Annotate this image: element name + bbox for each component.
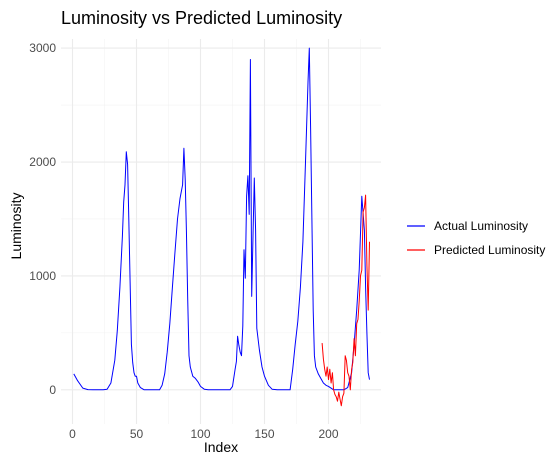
series-line-actual	[73, 47, 370, 391]
y-axis-ticks: 0 1000 2000 3000	[29, 41, 56, 397]
y-tick-label: 0	[49, 383, 56, 397]
legend: Actual Luminosity Predicted Luminosity	[407, 219, 545, 257]
series-lines	[73, 47, 370, 407]
x-tick-label: 50	[130, 427, 144, 441]
chart-title: Luminosity vs Predicted Luminosity	[61, 8, 342, 28]
x-tick-label: 150	[255, 427, 275, 441]
series-line-predicted	[321, 194, 370, 407]
y-tick-label: 3000	[29, 41, 56, 55]
legend-label-actual: Actual Luminosity	[434, 219, 528, 233]
grid-lines	[61, 39, 381, 424]
legend-label-predicted: Predicted Luminosity	[434, 243, 545, 257]
x-axis-ticks: 0 50 100 150 200	[69, 427, 339, 441]
y-tick-label: 1000	[29, 269, 56, 283]
y-tick-label: 2000	[29, 155, 56, 169]
x-tick-label: 0	[69, 427, 76, 441]
x-tick-label: 200	[319, 427, 339, 441]
x-tick-label: 100	[191, 427, 211, 441]
x-axis-title: Index	[204, 439, 238, 455]
y-axis-title: Luminosity	[8, 193, 24, 260]
